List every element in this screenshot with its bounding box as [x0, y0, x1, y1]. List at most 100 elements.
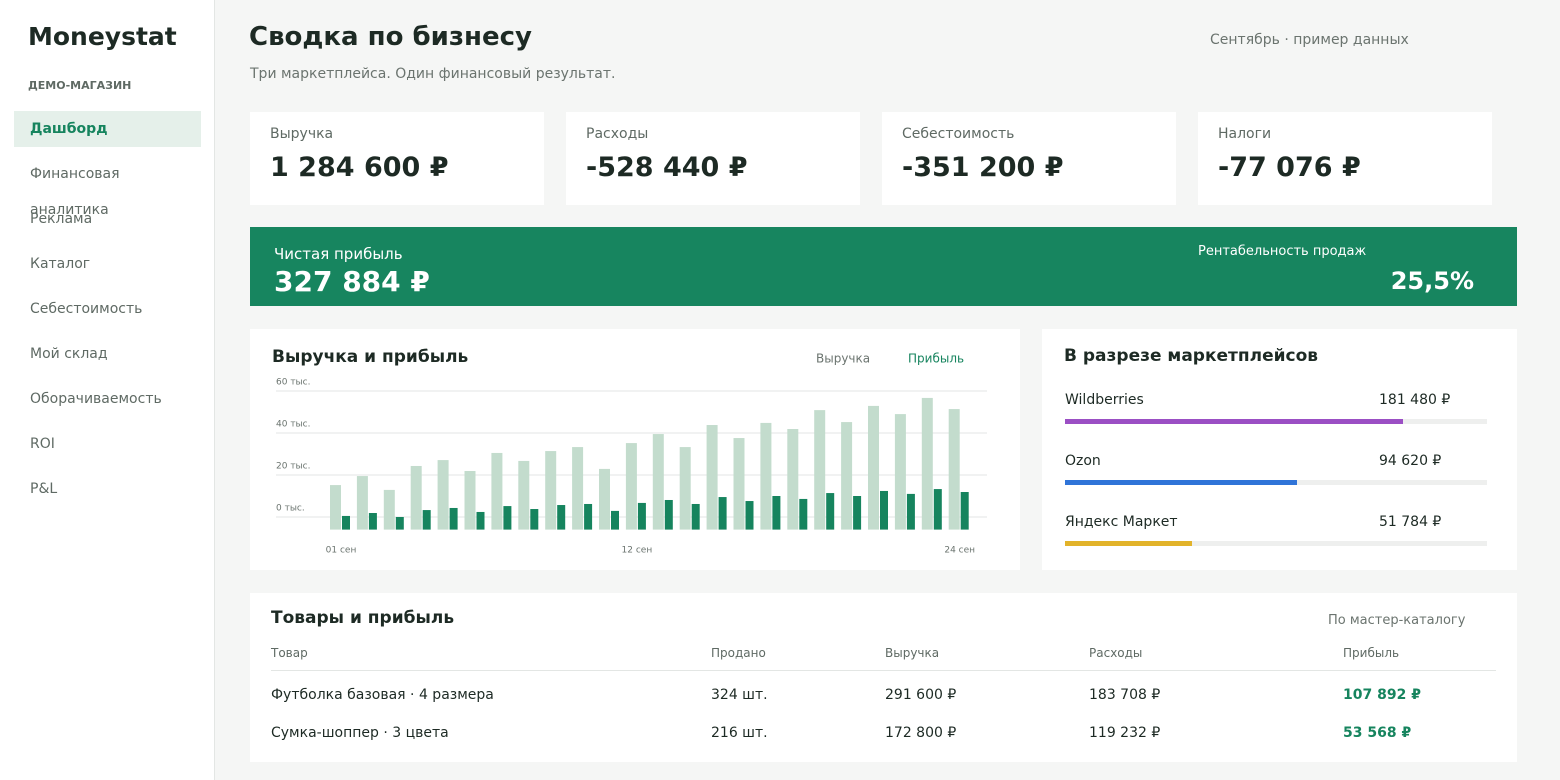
- subtitle: Три маркетплейса. Один финансовый резуль…: [250, 66, 616, 82]
- table-card: Товары и прибыль По мастер-каталогу Това…: [250, 593, 1517, 762]
- bar: [503, 506, 512, 530]
- bar: [826, 493, 835, 530]
- bar: [625, 443, 637, 530]
- kpi-card: Налоги -77 076 ₽: [1198, 112, 1492, 205]
- nav-item[interactable]: Оборачиваемость: [30, 391, 162, 407]
- margin-value: 25,5%: [1390, 267, 1474, 295]
- table-divider: [271, 670, 1496, 671]
- brand: Moneystat: [28, 22, 177, 51]
- bar: [584, 503, 593, 530]
- y-tick-label: 40 тыс.: [276, 420, 310, 430]
- cell: 119 232 ₽: [1089, 725, 1161, 741]
- kpi-card: Расходы -528 440 ₽: [566, 112, 860, 205]
- margin-label: Рентабельность продаж: [1198, 244, 1367, 259]
- y-tick-label: 0 тыс.: [276, 504, 305, 514]
- store: ДЕМО-МАГАЗИН: [28, 79, 132, 92]
- x-tick-label: 24 сен: [944, 546, 975, 556]
- bar: [948, 409, 960, 530]
- y-tick-label: 20 тыс.: [276, 462, 310, 472]
- bar: [330, 485, 341, 530]
- bar: [356, 476, 368, 530]
- nav-item[interactable]: ROI: [30, 436, 55, 452]
- column-header: Расходы: [1089, 646, 1143, 660]
- legend-entry: Выручка: [816, 352, 870, 366]
- legend-entry: Прибыль: [908, 352, 964, 366]
- bar: [395, 517, 404, 530]
- nav-item[interactable]: Мой склад: [30, 346, 108, 362]
- chart-card: Выручка и прибыль 0 тыс. 20 тыс. 40 тыс. 60…: [250, 329, 1020, 570]
- bar: [745, 501, 754, 530]
- bar: [437, 460, 449, 530]
- cell: 324 шт.: [711, 687, 768, 703]
- kpi-label: Расходы: [586, 126, 649, 142]
- x-tick-label: 01 сен: [326, 546, 357, 556]
- bar: [449, 507, 458, 530]
- bar: [921, 397, 933, 530]
- bar: [410, 465, 422, 530]
- cell: 183 708 ₽: [1089, 687, 1161, 703]
- marketplace-value: 94 620 ₽: [1379, 453, 1442, 469]
- marketplace-track: [1065, 419, 1487, 424]
- bar: [652, 434, 664, 530]
- kpi-value: -528 440 ₽: [586, 152, 748, 183]
- bar: [841, 422, 853, 530]
- nav-item[interactable]: Себестоимость: [30, 301, 143, 317]
- column-header: Прибыль: [1343, 646, 1400, 660]
- x-tick-label: 12 сен: [622, 546, 653, 556]
- marketplace-track: [1065, 541, 1487, 546]
- bar: [464, 471, 476, 530]
- bar: [664, 499, 673, 530]
- bar: [342, 515, 350, 530]
- bar: [906, 493, 915, 530]
- profit-label: Чистая прибыль: [274, 245, 403, 263]
- cell: 216 шт.: [711, 725, 768, 741]
- kpi-label: Выручка: [270, 126, 334, 142]
- bar: [383, 489, 395, 530]
- kpi-card: Выручка 1 284 600 ₽: [250, 112, 544, 205]
- kpi-label: Себестоимость: [902, 126, 1015, 142]
- nav-item[interactable]: P&L: [30, 481, 58, 497]
- bar: [706, 425, 718, 530]
- bar: [880, 490, 888, 530]
- chart: Выручка и прибыль 0 тыс. 20 тыс. 40 тыс. 60…: [272, 347, 987, 556]
- profit-value: 327 884 ₽: [274, 265, 430, 298]
- marketplace-name: Ozon: [1065, 453, 1101, 469]
- table-title: Товары и прибыль: [271, 608, 455, 628]
- bar: [814, 410, 826, 530]
- bar: [491, 452, 503, 530]
- bar: [679, 447, 691, 530]
- nav-item[interactable]: Каталог: [30, 256, 91, 272]
- bar: [799, 498, 808, 530]
- y-tick-label: 60 тыс.: [276, 378, 310, 388]
- profit-banner: Чистая прибыль 327 884 ₽ Рентабельность …: [250, 227, 1517, 306]
- marketplace-track: [1065, 480, 1487, 485]
- bar: [894, 414, 906, 530]
- bar: [518, 460, 530, 530]
- marketplace-bar: [1065, 419, 1403, 424]
- marketplace-name: Wildberries: [1065, 392, 1144, 408]
- column-header: Товар: [271, 646, 308, 660]
- marketplace-value: 51 784 ₽: [1379, 514, 1442, 530]
- kpi-card: Себестоимость -351 200 ₽: [882, 112, 1176, 205]
- bar: [557, 505, 566, 530]
- bar: [422, 510, 431, 530]
- bar: [530, 509, 539, 530]
- bar: [637, 502, 646, 530]
- nav-item[interactable]: Финансовая аналитика: [30, 166, 120, 218]
- bar: [691, 503, 700, 530]
- bar: [545, 451, 557, 530]
- bar: [787, 429, 799, 530]
- bar: [772, 496, 781, 530]
- page-title: Сводка по бизнесу: [249, 22, 532, 52]
- marketplaces-title: В разрезе маркетплейсов: [1064, 346, 1319, 366]
- bar: [933, 489, 942, 530]
- marketplaces-card: В разрезе маркетплейсов Wildberries 181 4…: [1042, 329, 1517, 570]
- bar: [718, 497, 727, 530]
- nav-item[interactable]: Реклама: [30, 211, 93, 227]
- marketplace-value: 181 480 ₽: [1379, 392, 1451, 408]
- nav-item[interactable]: Дашборд: [14, 111, 201, 147]
- column-header: Выручка: [885, 646, 940, 660]
- cell: 53 568 ₽: [1343, 725, 1412, 741]
- kpi-value: -77 076 ₽: [1218, 152, 1361, 183]
